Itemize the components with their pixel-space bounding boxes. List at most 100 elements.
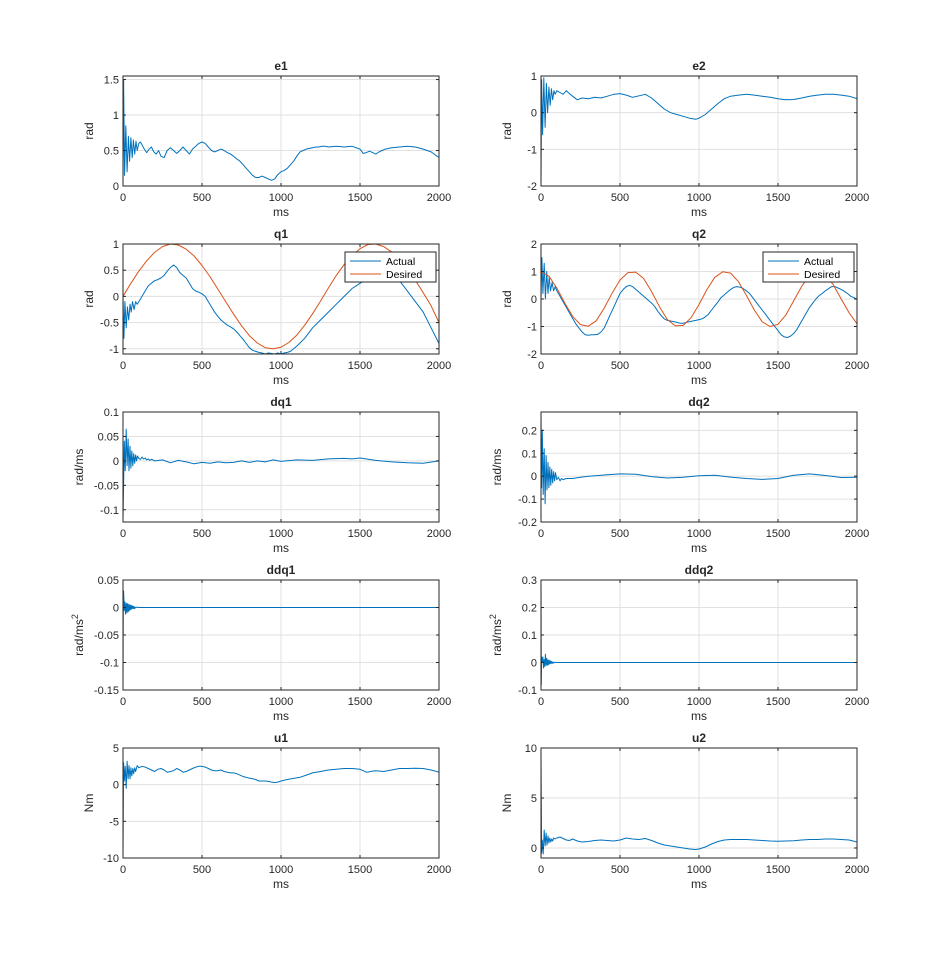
y-tick-label: 0 <box>531 294 537 306</box>
x-tick-label: 500 <box>193 360 211 372</box>
y-tick-label: -1 <box>527 144 537 156</box>
x-tick-label: 1500 <box>348 192 372 204</box>
subplot-title: q2 <box>692 227 706 241</box>
subplot-e2: 0 500 1000 1500 2000 -2 -1 0 1 e2 ms rad <box>500 59 869 219</box>
x-tick-label: 1500 <box>348 864 372 876</box>
x-axis-label: ms <box>691 709 707 723</box>
x-tick-label: 1000 <box>269 696 293 708</box>
y-tick-label: 0 <box>531 658 537 670</box>
subplot-title: ddq1 <box>267 563 296 577</box>
y-tick-label: -0.15 <box>94 685 119 697</box>
y-tick-label: 0 <box>113 181 119 193</box>
x-tick-label: 0 <box>120 360 126 372</box>
x-axis-label: ms <box>273 541 289 555</box>
x-tick-label: 1000 <box>687 864 711 876</box>
x-tick-label: 2000 <box>427 528 451 540</box>
y-tick-label: 0.1 <box>104 407 119 419</box>
series-line-signal <box>541 77 857 186</box>
series-line-signal <box>541 580 857 685</box>
y-axis-label: rad/ms2 <box>70 614 86 656</box>
y-tick-label: 1 <box>531 267 537 279</box>
subplot-title: e2 <box>692 59 706 73</box>
y-tick-label: -1 <box>527 322 537 334</box>
y-tick-label: -0.5 <box>100 318 119 330</box>
x-tick-label: 1000 <box>687 528 711 540</box>
x-axis-label: ms <box>273 877 289 891</box>
x-tick-label: 2000 <box>845 696 869 708</box>
x-tick-label: 1500 <box>766 864 790 876</box>
y-axis-label-exponent: 2 <box>488 614 498 619</box>
y-tick-label: 0.2 <box>522 603 537 615</box>
y-tick-label: 1.5 <box>104 75 119 87</box>
x-tick-label: 2000 <box>845 864 869 876</box>
y-tick-label: 0.1 <box>522 448 537 460</box>
series-line-signal <box>123 590 439 685</box>
x-tick-label: 1000 <box>269 864 293 876</box>
x-tick-label: 2000 <box>845 360 869 372</box>
x-tick-label: 0 <box>538 360 544 372</box>
x-axis-label: ms <box>691 541 707 555</box>
y-axis-label: rad <box>82 122 96 139</box>
x-tick-label: 1500 <box>348 528 372 540</box>
y-tick-label: -0.2 <box>518 517 537 529</box>
subplot-title: u1 <box>274 731 288 745</box>
x-tick-label: 500 <box>193 696 211 708</box>
subplot-title: q1 <box>274 227 288 241</box>
x-tick-label: 500 <box>611 696 629 708</box>
y-tick-label: -1 <box>109 344 119 356</box>
x-tick-label: 1500 <box>766 360 790 372</box>
x-tick-label: 0 <box>120 528 126 540</box>
legend-label-desired: Desired <box>804 269 840 281</box>
x-tick-label: 0 <box>538 864 544 876</box>
x-tick-label: 1000 <box>687 360 711 372</box>
subplot-u2: 0 500 1000 1500 2000 0 5 10 u2 ms Nm <box>500 731 869 891</box>
y-tick-label: 0 <box>531 843 537 855</box>
x-tick-label: 2000 <box>427 192 451 204</box>
x-tick-label: 0 <box>538 528 544 540</box>
x-tick-label: 500 <box>193 528 211 540</box>
subplot-q1: 0 500 1000 1500 2000 -1 -0.5 0 0.5 1 q1 ms rad Actual… <box>82 227 451 387</box>
series-line-signal <box>123 428 439 520</box>
subplot-ddq1: 0 500 1000 1500 2000 -0.15 -0.1 -0.05 0 0.05 ddq1 m… <box>70 563 451 723</box>
x-tick-label: 1000 <box>269 192 293 204</box>
y-tick-label: -10 <box>103 853 119 865</box>
y-axis-label: rad/ms <box>72 449 86 486</box>
x-tick-label: 1000 <box>269 528 293 540</box>
x-axis-label: ms <box>691 205 707 219</box>
subplot-title: dq2 <box>688 395 710 409</box>
y-tick-label: 1 <box>531 71 537 83</box>
x-axis-label: ms <box>273 373 289 387</box>
y-axis-label: Nm <box>82 794 96 813</box>
series-line-signal <box>541 414 857 505</box>
series-line-signal <box>123 760 439 855</box>
y-tick-label: 0 <box>113 291 119 303</box>
x-tick-label: 1500 <box>766 192 790 204</box>
y-tick-label: -0.1 <box>100 658 119 670</box>
legend-label-desired: Desired <box>386 269 422 281</box>
y-axis-label: Nm <box>500 794 514 813</box>
series-line-actual <box>541 257 857 338</box>
y-tick-label: -0.05 <box>94 630 119 642</box>
y-tick-label: 0.05 <box>98 431 119 443</box>
y-tick-label: -5 <box>109 816 119 828</box>
y-tick-label: 1 <box>113 110 119 122</box>
subplot-title: dq1 <box>270 395 292 409</box>
x-tick-label: 1000 <box>687 696 711 708</box>
subplot-title: ddq2 <box>685 563 714 577</box>
x-tick-label: 2000 <box>845 528 869 540</box>
y-tick-label: 0.1 <box>522 630 537 642</box>
y-tick-label: -0.1 <box>100 505 119 517</box>
subplot-ddq2: 0 500 1000 1500 2000-0.100.10.20.3ddq2msrad/… <box>488 563 869 723</box>
series-line-desired <box>123 244 439 350</box>
y-axis-label: rad <box>82 290 96 307</box>
subplot-dq1: 0 500 1000 1500 2000 -0.1 -0.05 0 0.05 0.1 dq1 ms ra… <box>72 395 451 555</box>
y-tick-label: 0.2 <box>522 425 537 437</box>
y-tick-label: 10 <box>525 743 537 755</box>
legend-label-actual: Actual <box>386 256 415 268</box>
x-tick-label: 500 <box>611 360 629 372</box>
series-line-signal <box>123 79 439 186</box>
x-tick-label: 0 <box>120 864 126 876</box>
series-line-desired <box>541 271 857 327</box>
y-axis-label: rad/ms2 <box>488 614 504 656</box>
